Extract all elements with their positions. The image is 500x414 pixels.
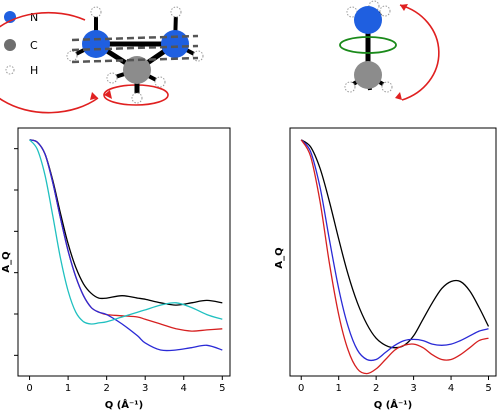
chart-left-series-line-3 xyxy=(29,139,223,325)
chart-right-series xyxy=(300,139,490,375)
molecule-right-illustration xyxy=(339,0,440,101)
chart-left: 0 1 2 3 4 5 Q (Å⁻¹) A_Q xyxy=(1,127,231,411)
chart-right-series-line-1 xyxy=(300,139,489,362)
chart-left-xtick-label: 0 xyxy=(26,383,32,394)
molecule-left-illustration xyxy=(0,6,204,114)
chart-left-xtick-label: 1 xyxy=(65,383,71,394)
chart-left-frame xyxy=(17,127,231,377)
legend-marker-h xyxy=(5,65,15,75)
chart-right-xtick-label: 3 xyxy=(410,383,416,394)
chart-left-ylabel: A_Q xyxy=(1,251,12,272)
chart-right-xtick-label: 4 xyxy=(448,383,454,394)
chart-left-xtick-label: 2 xyxy=(103,383,109,394)
chart-left-xtick-label: 5 xyxy=(219,383,225,394)
legend: N C H xyxy=(4,11,38,77)
chart-right-xtick-label: 0 xyxy=(298,383,304,394)
chart-left-yticks xyxy=(14,148,18,356)
legend-label-c: C xyxy=(30,39,38,52)
chart-right-series-line-0 xyxy=(300,139,490,349)
chart-right-xtick-label: 5 xyxy=(485,383,491,394)
chart-right-series-line-2 xyxy=(300,139,489,375)
chart-right-ylabel: A_Q xyxy=(274,247,285,268)
chart-right-xlabel: Q (Å⁻¹) xyxy=(374,398,413,411)
legend-label-h: H xyxy=(30,64,38,77)
chart-left-xtick-label: 4 xyxy=(181,383,187,394)
chart-left-series xyxy=(29,139,223,352)
legend-marker-c xyxy=(4,39,16,51)
chart-left-xlabel: Q (Å⁻¹) xyxy=(105,398,144,411)
chart-right-xticks: 0 1 2 3 4 5 xyxy=(298,376,492,394)
legend-label-n: N xyxy=(30,11,38,24)
chart-right-frame xyxy=(289,127,497,377)
chart-left-xtick-label: 3 xyxy=(142,383,148,394)
chart-left-series-line-2 xyxy=(29,139,223,352)
chart-right: 0 1 2 3 4 5 Q (Å⁻¹) A_Q xyxy=(274,127,497,411)
chart-right-xtick-label: 1 xyxy=(336,383,342,394)
chart-right-xtick-label: 2 xyxy=(373,383,379,394)
chart-left-series-line-0 xyxy=(29,139,223,306)
chart-left-xticks: 0 1 2 3 4 5 xyxy=(26,376,225,394)
